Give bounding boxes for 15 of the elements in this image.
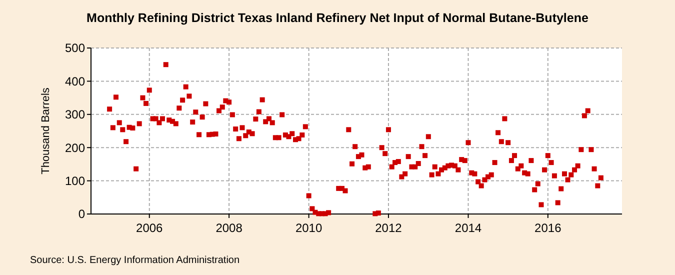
y-tick-label: 0 — [78, 207, 86, 222]
y-axis-title: Thousand Barrels — [40, 87, 52, 174]
y-tick-label: 400 — [64, 74, 86, 88]
x-tick-label: 2008 — [216, 221, 243, 235]
x-tick-label: 2010 — [295, 221, 322, 235]
y-tick-label: 500 — [64, 41, 86, 56]
chart-title: Monthly Refining District Texas Inland Refinery Net Input of Normal Butane-Butylene — [86, 11, 588, 25]
y-tick-label: 200 — [64, 140, 86, 155]
x-tick-label: 2006 — [136, 221, 164, 235]
y-tick-label: 300 — [64, 108, 86, 122]
x-tick-label: 2016 — [534, 221, 562, 235]
source-note: Source: U.S. Energy Information Administration — [30, 255, 240, 266]
y-tick-label: 100 — [64, 174, 86, 188]
x-tick-label: 2014 — [454, 221, 482, 235]
x-tick-label: 2012 — [375, 221, 402, 235]
